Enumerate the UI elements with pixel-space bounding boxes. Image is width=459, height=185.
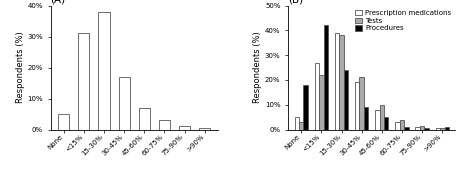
Bar: [375, 110, 379, 130]
Bar: [443, 127, 448, 130]
Bar: [403, 127, 408, 130]
Text: (A): (A): [50, 0, 66, 4]
Bar: [199, 128, 210, 129]
Bar: [303, 85, 307, 130]
Bar: [394, 122, 399, 130]
Bar: [294, 117, 298, 130]
Bar: [58, 114, 69, 130]
Bar: [314, 63, 319, 130]
Bar: [399, 120, 403, 130]
Bar: [323, 25, 327, 130]
Bar: [354, 82, 358, 130]
Legend: Prescription medications, Tests, Procedures: Prescription medications, Tests, Procedu…: [354, 9, 451, 32]
Bar: [139, 108, 150, 130]
Bar: [358, 78, 363, 130]
Bar: [383, 117, 388, 130]
Bar: [339, 35, 343, 129]
Bar: [414, 127, 419, 130]
Bar: [319, 75, 323, 130]
Bar: [98, 12, 109, 129]
Y-axis label: Respondents (%): Respondents (%): [252, 32, 262, 103]
Bar: [298, 122, 303, 130]
Bar: [158, 120, 170, 130]
Bar: [118, 77, 129, 130]
Bar: [419, 126, 424, 130]
Y-axis label: Respondents (%): Respondents (%): [16, 32, 24, 103]
Bar: [424, 128, 428, 129]
Bar: [435, 128, 439, 129]
Bar: [343, 70, 347, 130]
Bar: [78, 33, 89, 130]
Bar: [379, 105, 383, 130]
Bar: [439, 128, 443, 129]
Bar: [334, 33, 339, 129]
Bar: [179, 126, 190, 130]
Text: (B): (B): [287, 0, 302, 4]
Bar: [363, 107, 368, 130]
